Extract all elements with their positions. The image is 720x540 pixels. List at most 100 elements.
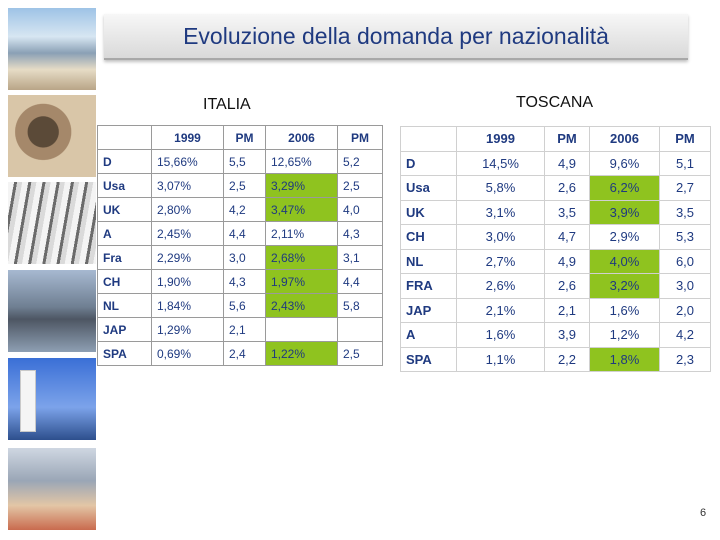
country-label: D — [400, 150, 457, 176]
table-cell: 0,69% — [151, 341, 224, 366]
table-cell: 3,1 — [337, 245, 383, 270]
table-cell: 2,6% — [456, 273, 545, 299]
table-row: D 14,5% 4,9 9,6% 5,1 — [400, 150, 711, 176]
country-label: NL — [97, 293, 152, 318]
table-cell: 1,22% — [265, 341, 338, 366]
table-cell: 4,4 — [223, 221, 266, 246]
country-label: CH — [97, 269, 152, 294]
flags-beach-photo — [8, 448, 96, 530]
table-cell: 4,0 — [337, 197, 383, 222]
country-label: CH — [400, 224, 457, 250]
table-cell: 2,1 — [544, 297, 590, 323]
table-cell: 3,2% — [589, 273, 660, 299]
toscana-label: TOSCANA — [516, 94, 594, 111]
table-cell: 2,1% — [456, 297, 545, 323]
column-header: PM — [659, 126, 711, 152]
table-cell: 2,1 — [223, 317, 266, 342]
table-cell: 3,0 — [223, 245, 266, 270]
table-cell: 2,3 — [659, 346, 711, 372]
table-cell: 3,5 — [659, 199, 711, 225]
table-row: JAP 1,29% 2,1 — [97, 317, 383, 342]
table-cell: 4,2 — [223, 197, 266, 222]
table-row: JAP 2,1% 2,1 1,6% 2,0 — [400, 297, 711, 323]
mountain-harbor-photo — [8, 270, 96, 352]
country-label: A — [97, 221, 152, 246]
country-label: JAP — [400, 297, 457, 323]
beach-umbrellas-photo — [8, 182, 96, 264]
table-cell: 3,0% — [456, 224, 545, 250]
table-cell: 5,6 — [223, 293, 266, 318]
column-header: 2006 — [589, 126, 660, 152]
table-row: A 1,6% 3,9 1,2% 4,2 — [400, 322, 711, 348]
table-cell: 2,45% — [151, 221, 224, 246]
table-cell: 1,84% — [151, 293, 224, 318]
country-label: Usa — [97, 173, 152, 198]
table-row: SPA 0,69% 2,4 1,22% 2,5 — [97, 341, 383, 366]
table-cell: 3,47% — [265, 197, 338, 222]
italia-table: 1999 PM 2006 PM D 15,66% 5,5 12,65% 5,2 Usa 3,07%… — [97, 125, 383, 366]
table-cell: 4,3 — [337, 221, 383, 246]
table-cell: 2,6 — [544, 273, 590, 299]
table-cell: 2,5 — [337, 341, 383, 366]
toscana-table: 1999 PM 2006 PM D 14,5% 4,9 9,6% 5,1 Usa 5,8% 2,6 6… — [400, 126, 711, 372]
table-cell: 1,6% — [456, 322, 545, 348]
table-cell: 1,90% — [151, 269, 224, 294]
table-cell: 5,5 — [223, 149, 266, 174]
country-label: D — [97, 149, 152, 174]
page-number: 6 — [700, 507, 707, 519]
table-cell: 2,80% — [151, 197, 224, 222]
table-cell: 3,9% — [589, 199, 660, 225]
table-cell: 2,2 — [544, 346, 590, 372]
table-row: D 15,66% 5,5 12,65% 5,2 — [97, 149, 383, 174]
table-cell: 3,29% — [265, 173, 338, 198]
country-label: UK — [400, 199, 457, 225]
column-header: PM — [544, 126, 590, 152]
country-label: SPA — [97, 341, 152, 366]
country-label: UK — [97, 197, 152, 222]
table-cell: 2,43% — [265, 293, 338, 318]
table-cell: 1,6% — [589, 297, 660, 323]
table-row: UK 2,80% 4,2 3,47% 4,0 — [97, 197, 383, 222]
table-row: Fra 2,29% 3,0 2,68% 3,1 — [97, 245, 383, 270]
table-cell: 15,66% — [151, 149, 224, 174]
table-cell: 2,7 — [659, 175, 711, 201]
beach-photo — [8, 8, 96, 90]
table-cell: 2,68% — [265, 245, 338, 270]
table-row: UK 3,1% 3,5 3,9% 3,5 — [400, 199, 711, 225]
table-cell: 6,0 — [659, 248, 711, 274]
table-row: CH 3,0% 4,7 2,9% 5,3 — [400, 224, 711, 250]
table-cell: 5,1 — [659, 150, 711, 176]
table-cell: 6,2% — [589, 175, 660, 201]
table-cell: 1,97% — [265, 269, 338, 294]
table-cell: 3,5 — [544, 199, 590, 225]
table-cell: 4,7 — [544, 224, 590, 250]
country-label: Usa — [400, 175, 457, 201]
table-row: SPA 1,1% 2,2 1,8% 2,3 — [400, 346, 711, 372]
country-label: SPA — [400, 346, 457, 372]
table-cell: 1,29% — [151, 317, 224, 342]
column-header: 1999 — [151, 125, 224, 150]
table-cell: 4,4 — [337, 269, 383, 294]
table-cell: 3,07% — [151, 173, 224, 198]
table-cell: 1,1% — [456, 346, 545, 372]
country-label: FRA — [400, 273, 457, 299]
table-cell: 2,0 — [659, 297, 711, 323]
table-cell — [337, 317, 383, 342]
table-cell: 3,9 — [544, 322, 590, 348]
column-header: 1999 — [456, 126, 545, 152]
clock-facade-photo — [8, 95, 96, 177]
table-cell: 2,5 — [223, 173, 266, 198]
table-cell — [265, 317, 338, 342]
table-cell: 4,3 — [223, 269, 266, 294]
table-row: Usa 3,07% 2,5 3,29% 2,5 — [97, 173, 383, 198]
table-cell: 2,7% — [456, 248, 545, 274]
table-row: NL 1,84% 5,6 2,43% 5,8 — [97, 293, 383, 318]
column-header: PM — [337, 125, 383, 150]
italia-label: ITALIA — [203, 96, 251, 113]
country-label: NL — [400, 248, 457, 274]
table-cell: 2,6 — [544, 175, 590, 201]
table-cell: 2,11% — [265, 221, 338, 246]
table-cell: 5,3 — [659, 224, 711, 250]
country-label: Fra — [97, 245, 152, 270]
table-row: FRA 2,6% 2,6 3,2% 3,0 — [400, 273, 711, 299]
